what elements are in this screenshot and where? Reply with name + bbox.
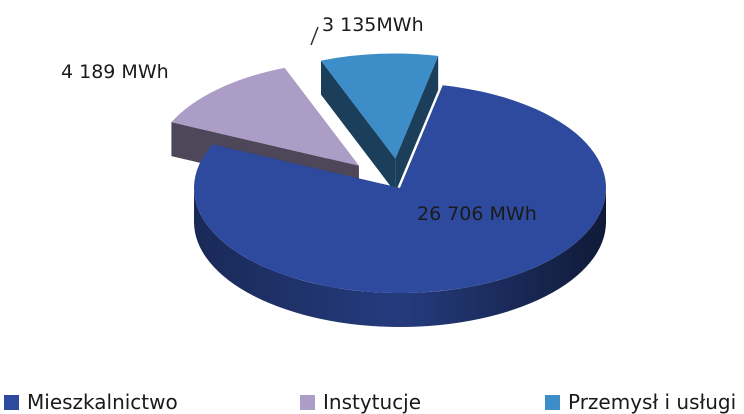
legend-swatch-przemysl-i-uslugi: [545, 394, 560, 410]
data-label-instytucje: 4 189 MWh: [61, 61, 169, 83]
slice-top-instytucje: [171, 67, 359, 166]
legend: Mieszkalnictwo Instytucje Przemysł i usł…: [0, 390, 744, 414]
slice-wall-przemysl-i-uslugi-0: [320, 60, 396, 193]
pie-slices: [171, 53, 607, 327]
legend-item-instytucje: Instytucje: [300, 390, 421, 414]
slice-wall-przemysl-i-uslugi-1: [395, 55, 439, 193]
data-label-przemysl-i-uslugi: 3 135MWh: [322, 14, 424, 36]
legend-item-mieszkalnictwo: Mieszkalnictwo: [4, 390, 178, 414]
legend-label-przemysl-i-uslugi: Przemysł i usługi: [568, 390, 737, 414]
data-label-mieszkalnictwo: 26 706 MWh: [417, 203, 537, 225]
legend-item-przemysl-i-uslugi: Przemysł i usługi: [545, 390, 736, 414]
slice-top-przemysl-i-uslugi: [320, 53, 439, 159]
slice-mieszkalnictwo: [193, 85, 607, 327]
legend-swatch-instytucje: [300, 394, 315, 410]
slice-side-mieszkalnictwo: [194, 188, 606, 327]
leader-line: [310, 26, 319, 46]
slice-przemysl-i-uslugi: [320, 53, 439, 193]
slice-top-mieszkalnictwo: [193, 85, 607, 294]
legend-label-mieszkalnictwo: Mieszkalnictwo: [27, 390, 178, 414]
legend-swatch-mieszkalnictwo: [4, 394, 19, 410]
legend-label-instytucje: Instytucje: [323, 390, 422, 414]
